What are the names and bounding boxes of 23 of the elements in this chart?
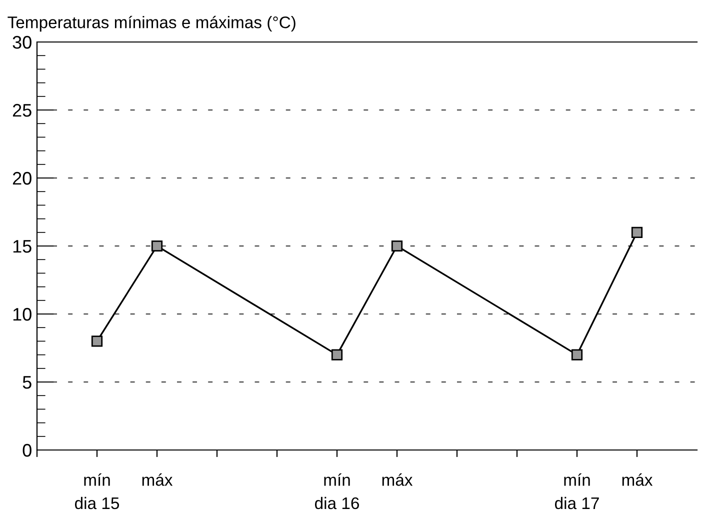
point <box>571 349 583 360</box>
y-tick-label: 0 <box>22 444 32 457</box>
text: dia 17 <box>554 496 599 510</box>
text: dia 15 <box>74 496 120 510</box>
point <box>391 240 403 252</box>
point <box>91 336 103 347</box>
point <box>331 349 343 360</box>
x-tick-label: mín <box>324 473 350 486</box>
x-tick-label: máx <box>382 473 413 486</box>
y-tick-label: 25 <box>12 104 32 117</box>
point <box>631 226 643 238</box>
y-tick-label: 5 <box>22 376 32 389</box>
x-tick-label: mín <box>564 473 590 486</box>
y-tick-label: 10 <box>13 308 32 321</box>
y-tick-label: 30 <box>12 36 32 49</box>
x-tick-label: máx <box>622 473 653 486</box>
y-tick-label: 15 <box>13 240 32 253</box>
x-tick-label: mín <box>84 473 110 486</box>
text: dia 16 <box>314 496 359 510</box>
chart-title: Temperaturas mínimas e máximas (°C) <box>8 16 296 32</box>
y-tick-label: 20 <box>12 172 32 185</box>
x-tick-label: máx <box>142 473 173 486</box>
point <box>151 240 163 252</box>
